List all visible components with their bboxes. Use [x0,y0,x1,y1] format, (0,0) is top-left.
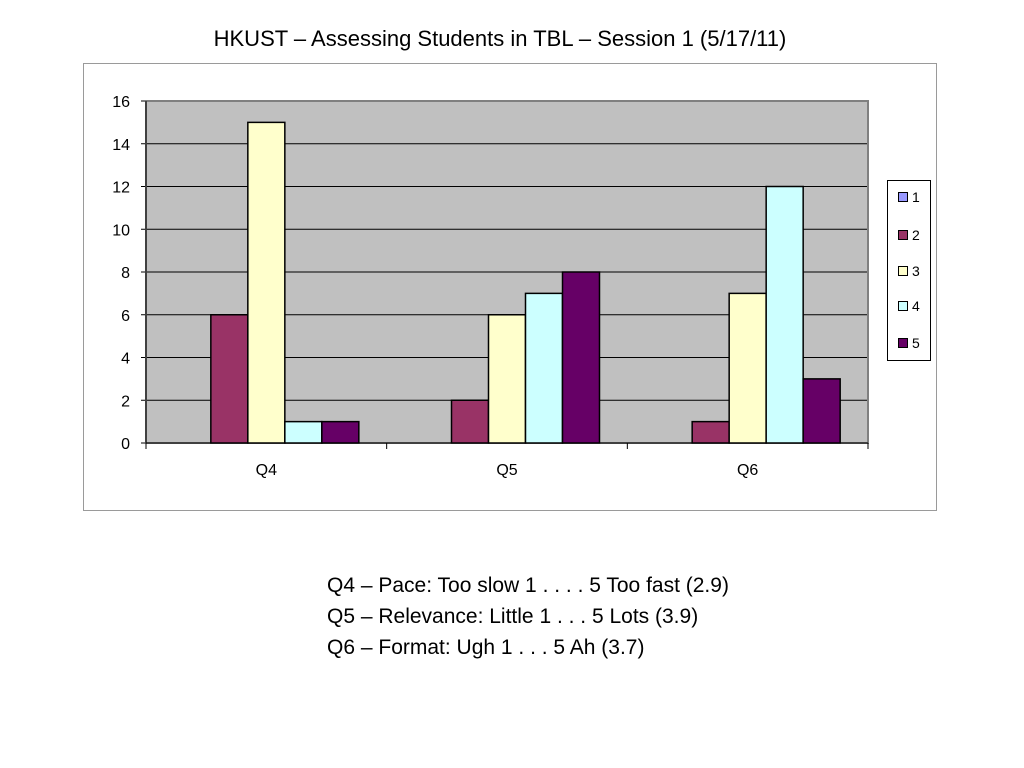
legend-label-1: 1 [912,189,920,205]
y-tick-label: 12 [112,180,130,197]
legend-swatch-2 [898,230,908,240]
bar-q5-5 [561,271,601,444]
bar-q4-3 [247,121,286,444]
legend-item-2: 2 [898,227,920,243]
note-q6: Q6 – Format: Ugh 1 . . . 5 Ah (3.7) [327,636,645,659]
y-tick-label: 4 [121,351,130,368]
x-tick-label: Q6 [737,462,758,479]
y-tick-label: 6 [121,308,130,325]
question-notes: Q4 – Pace: Too slow 1 . . . . 5 Too fast… [327,570,729,663]
note-q4: Q4 – Pace: Too slow 1 . . . . 5 Too fast… [327,574,729,597]
x-tick-label: Q4 [256,462,277,479]
legend-item-4: 4 [898,298,920,314]
y-tick-label: 10 [112,222,130,239]
y-tick-label: 0 [121,436,130,453]
chart-legend: 1 2 3 4 5 [887,180,931,361]
y-tick-label: 2 [121,393,130,410]
bar-q6-3 [728,292,767,444]
y-tick-label: 8 [121,265,130,282]
legend-swatch-3 [898,266,908,276]
legend-label-2: 2 [912,227,920,243]
legend-label-4: 4 [912,298,920,314]
x-tick-label: Q5 [496,462,517,479]
legend-label-3: 3 [912,263,920,279]
y-tick-label: 16 [112,94,130,111]
bar-q6-4 [765,185,804,444]
legend-label-5: 5 [912,335,920,351]
legend-item-3: 3 [898,263,920,279]
bar-q6-2 [691,420,730,444]
slide-title: HKUST – Assessing Students in TBL – Sess… [213,26,787,51]
bar-q5-3 [487,314,527,444]
bar-q4-4 [284,420,323,444]
bar-q5-2 [450,399,490,444]
note-q5: Q5 – Relevance: Little 1 . . . 5 Lots (3… [327,605,699,628]
bar-q6-5 [802,378,841,444]
y-tick-label: 14 [112,137,130,154]
legend-item-5: 5 [898,335,920,351]
bar-q4-2 [210,314,249,444]
legend-item-1: 1 [898,189,920,205]
bar-q5-4 [524,292,564,444]
legend-swatch-1 [898,192,908,202]
legend-swatch-5 [898,338,908,348]
bar-q4-5 [321,420,360,444]
legend-swatch-4 [898,301,908,311]
